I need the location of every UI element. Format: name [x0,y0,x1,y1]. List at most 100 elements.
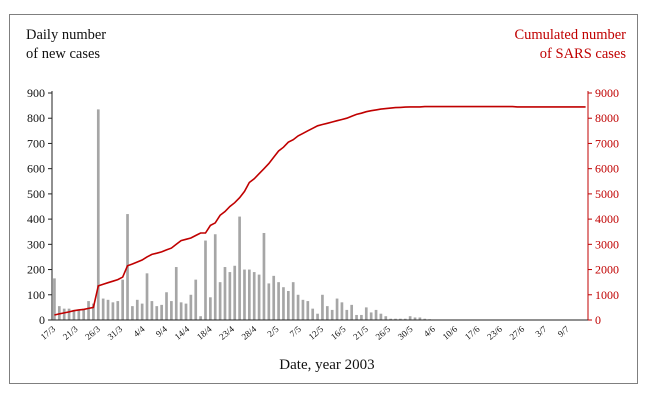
bar [67,308,71,320]
x-tick-label: 3/7 [533,324,549,339]
bar [213,234,217,320]
cumulative-series-line [54,105,586,316]
x-tick-label: 14/4 [173,324,192,342]
x-tick-label: 9/7 [556,324,572,339]
right-axis-title-line2: of SARS cases [539,46,626,62]
bar [335,298,339,320]
left-tick-label: 900 [27,86,45,100]
bar [286,290,290,320]
bar [111,302,115,320]
bar [209,297,212,320]
bar [218,282,222,320]
bar [53,278,56,320]
bar [184,303,188,320]
bar [96,109,100,321]
bar [282,287,285,320]
bar [267,283,271,320]
x-tick-label: 2/5 [265,324,281,339]
x-tick-label: 9/4 [154,324,170,339]
right-tick-label: 8000 [595,111,619,125]
bar [316,313,319,320]
x-tick-label: 31/3 [106,324,125,342]
left-axis-title: Daily number of new cases [26,26,106,64]
bar [369,312,373,320]
bar [150,301,154,320]
x-tick-label: 21/3 [61,324,80,342]
bar [379,313,383,320]
bar [62,308,66,320]
right-tick-label: 0 [595,313,601,327]
left-tick-label: 800 [27,111,45,125]
right-tick-label: 9000 [595,86,619,100]
right-tick-label: 5000 [595,187,619,201]
x-tick-label: 21/5 [351,324,370,342]
bar [364,307,368,320]
right-tick-label: 6000 [595,162,619,176]
right-tick-label: 1000 [595,288,619,302]
bar [321,294,324,320]
bar [355,314,358,320]
bar [252,272,256,320]
x-tick-label: 16/5 [329,324,348,342]
right-tick-label: 4000 [595,212,619,226]
bar [413,317,417,320]
x-tick-label: 10/6 [441,324,460,342]
right-tick-label: 7000 [595,136,619,150]
bar [82,308,86,320]
bar [116,301,120,320]
bar [272,275,276,320]
bar [296,294,300,320]
x-tick-label: 4/4 [131,324,147,339]
bar [155,306,159,320]
bar [301,299,305,320]
bar [408,316,412,320]
bar [204,240,207,320]
left-tick-label: 600 [27,162,45,176]
x-tick-label: 17/6 [463,324,482,342]
bar [238,216,241,320]
bar [223,267,227,320]
bar [199,316,202,320]
bar [170,301,173,320]
bar [262,232,266,320]
bar [189,294,193,320]
right-axis-title-line1: Cumulated number [514,27,626,43]
bar [145,273,149,320]
left-tick-label: 100 [27,288,45,302]
bar [418,317,422,320]
bar [194,279,198,320]
left-tick-label: 300 [27,237,45,251]
bar [374,309,378,320]
left-tick-label: 700 [27,136,45,150]
left-axis-title-line1: Daily number [26,27,107,43]
left-tick-label: 0 [39,313,45,327]
bar [121,279,124,320]
bar [257,274,261,320]
bar [248,269,251,320]
bar [160,304,163,320]
bar [394,318,397,320]
bar [306,301,310,320]
bar [384,316,388,320]
bar [399,318,402,320]
bar [345,309,349,320]
bar [325,306,329,320]
bar [179,302,183,320]
bar [403,318,407,320]
x-tick-label: 4/6 [422,324,438,339]
bar [330,309,334,320]
bar [72,309,76,320]
x-tick-label: 26/5 [374,324,393,342]
bar [57,306,61,320]
bar [135,299,139,320]
x-tick-label: 12/5 [307,324,326,342]
bar [77,309,81,320]
bar [131,306,134,320]
bar [360,314,363,320]
bar [423,318,427,320]
bar [311,308,315,320]
right-tick-label: 3000 [595,237,619,251]
left-axis-title-line2: of new cases [26,46,101,62]
